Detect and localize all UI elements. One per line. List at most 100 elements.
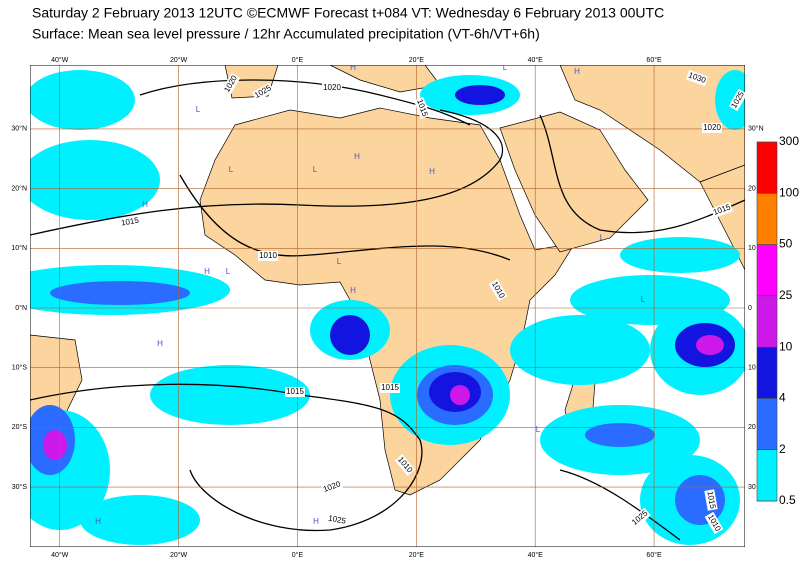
pressure-centre: H	[204, 267, 210, 276]
lat-label: 20°N	[11, 184, 27, 192]
colorbar-band	[757, 142, 777, 194]
isobar-label-bg	[326, 513, 348, 527]
lon-label: 40°E	[528, 56, 544, 64]
pressure-centre: H	[354, 152, 360, 161]
lon-label: 20°W	[170, 551, 188, 559]
lon-label: 40°W	[51, 551, 69, 559]
lon-label: 20°E	[409, 56, 425, 64]
pressure-centre: L	[313, 165, 318, 174]
lat-label: 30°S	[12, 483, 28, 491]
colorbar-label: 50	[779, 237, 793, 251]
pressure-centre: L	[58, 415, 63, 424]
isobar-label-bg	[380, 383, 400, 393]
isobar-label: 1015	[285, 387, 305, 397]
isobar-label-bg	[394, 454, 416, 476]
lat-label: 10°N	[11, 244, 27, 252]
graticule	[30, 65, 745, 547]
lat-label: 30°N	[11, 125, 27, 133]
isobar-label: 1020	[322, 83, 342, 93]
lon-label: 0°E	[292, 56, 304, 64]
isobar-label-bg	[702, 123, 722, 133]
isobar-label: 1030	[685, 69, 709, 87]
lon-label: 60°E	[646, 56, 662, 64]
colorbar-label: 4	[779, 391, 786, 405]
title: Saturday 2 February 2013 12UTC ©ECMWF Fo…	[32, 5, 664, 21]
pressure-centre: L	[226, 267, 231, 276]
lon-label: 40°W	[51, 56, 69, 64]
isobar-label-bg	[258, 251, 278, 261]
isobar-label: 1010	[258, 251, 278, 261]
isobar-label-bg	[629, 507, 651, 529]
isobar-value: 1015	[705, 490, 717, 510]
subtitle: Surface: Mean sea level pressure / 12hr …	[32, 26, 540, 42]
isobar-label-bg	[685, 69, 709, 87]
pressure-centre: H	[350, 286, 356, 295]
lat-label: 10°S	[12, 364, 28, 372]
lat-label: 0	[748, 305, 752, 312]
lon-label: 40°E	[528, 551, 544, 559]
isobar-label: 1025	[326, 513, 348, 527]
lat-label: 30°N	[748, 125, 764, 133]
isobar-label-bg	[413, 96, 431, 120]
isobar-value: 1020	[323, 83, 341, 92]
isobar-label-bg	[119, 215, 141, 229]
pressure-centre: L	[503, 63, 508, 72]
pressure-centre: H	[429, 167, 435, 176]
colorbar-band	[757, 244, 777, 296]
lat-label: 30	[748, 484, 756, 491]
colorbar-band	[757, 347, 777, 399]
pressure-centre: L	[337, 257, 342, 266]
lat-label: 20	[748, 185, 756, 192]
isobar-label: 1015	[119, 215, 141, 229]
isobar-label: 1020	[320, 478, 344, 496]
colorbar-band	[757, 398, 777, 450]
isobar-label-bg	[322, 83, 342, 93]
isobar-label: 1015	[380, 383, 400, 393]
lon-label: 20°E	[409, 551, 425, 559]
lat-label: 0°N	[15, 304, 27, 312]
isobar-value: 1015	[381, 383, 399, 392]
pressure-centre: L	[600, 233, 605, 242]
isobar-label-bg	[320, 478, 344, 496]
pressure-centre: H	[313, 517, 319, 526]
pressure-centre: H	[574, 67, 580, 76]
colorbar-label: 10	[779, 339, 793, 353]
lat-label: 10	[748, 245, 756, 252]
pressure-centre: H	[350, 63, 356, 72]
colorbar-label: 300	[779, 134, 799, 148]
colorbar-band	[757, 449, 777, 501]
isobar-label-bg	[728, 88, 745, 112]
isobar-label-bg	[285, 387, 305, 397]
pressure-centre: L	[229, 165, 234, 174]
isobar-label-bg	[251, 82, 275, 102]
pressure-centre: H	[95, 517, 101, 526]
isobar-value: 1015	[286, 387, 304, 396]
lat-label: 10	[748, 365, 756, 372]
pressure-centre: L	[536, 425, 541, 434]
isobar-value: 1015	[120, 216, 140, 228]
colorbar-band	[757, 295, 777, 348]
isobar-label: 1015	[413, 96, 431, 120]
pressure-centre: L	[196, 105, 201, 114]
isobar-value: 1010	[259, 251, 277, 260]
colorbar-label: 100	[779, 185, 799, 199]
isobar-value: 1025	[328, 514, 348, 526]
isobar-value: 1020	[703, 123, 721, 132]
colorbar-label: 0.5	[779, 493, 796, 507]
isobar-label-bg	[704, 511, 724, 535]
isobar-label: 1015	[710, 201, 734, 219]
isobar-label-bg	[704, 489, 718, 511]
map: 1020 1025 10201015103010251020101510151010…	[30, 63, 745, 547]
isobars	[30, 79, 745, 541]
pressure-centre: H	[157, 339, 163, 348]
lon-label: 60°E	[646, 551, 662, 559]
lon-label: 0°E	[292, 551, 304, 559]
lat-label: 20	[748, 424, 756, 431]
isobar-label-bg	[710, 201, 734, 219]
pressure-centre: H	[142, 200, 148, 209]
isobar-label: 1015	[704, 489, 718, 511]
isobar-label-bg	[221, 72, 241, 96]
isobar-label-bg	[488, 278, 508, 302]
